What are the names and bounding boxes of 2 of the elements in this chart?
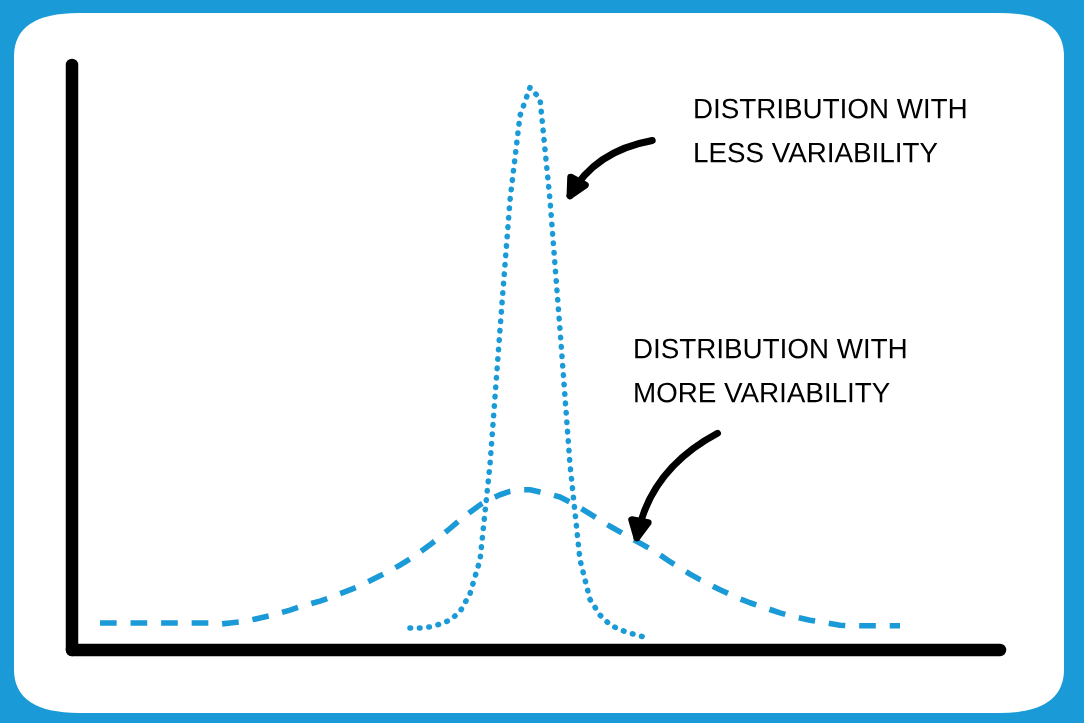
- annotation: DISTRIBUTION WITH MORE VARIABILITY: [635, 338, 906, 403]
- annotation: DISTRIBUTION WITH LESS VARIABILITY: [695, 98, 966, 163]
